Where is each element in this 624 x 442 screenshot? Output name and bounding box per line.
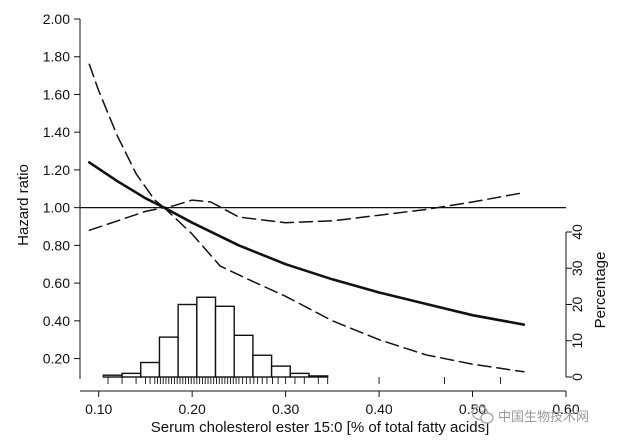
y-tick-label: 2.00 [43, 11, 70, 27]
y-tick-label: 0.60 [43, 275, 70, 291]
histogram-bar [270, 365, 291, 378]
histogram-bar [158, 336, 179, 378]
watermark-text: 中国生物技术网 [498, 410, 589, 425]
y-tick-label: 1.80 [43, 49, 70, 65]
y2-tick-label: 0 [569, 373, 585, 381]
histogram-bar [308, 375, 329, 378]
y-tick-label: 1.40 [43, 124, 70, 140]
histogram-bar [233, 334, 254, 378]
y2-tick-label: 20 [569, 297, 585, 313]
y2-tick-label: 10 [569, 333, 585, 349]
histogram-bar [177, 303, 198, 378]
series-group [88, 63, 526, 373]
y2-tick-label: 30 [569, 260, 585, 276]
series-line-lower-ci [88, 206, 525, 373]
axes [79, 19, 567, 392]
y-tick-label: 0.80 [43, 237, 70, 253]
y-axis-title: Hazard ratio [15, 164, 32, 246]
histogram [102, 296, 329, 378]
histogram-bar [102, 374, 123, 378]
x-tick-label: 0.10 [85, 401, 112, 417]
histogram-bar [289, 372, 310, 378]
y2-tick-label: 40 [569, 224, 585, 240]
y-tick-label: 1.00 [43, 200, 70, 216]
histogram-bar [252, 354, 273, 378]
y-tick-label: 0.40 [43, 313, 70, 329]
watermark: 中国生物技术网 [471, 405, 589, 425]
y-tick-label: 0.20 [43, 351, 70, 367]
x-tick-label: 0.30 [272, 401, 299, 417]
x-tick-label: 0.60 [552, 401, 579, 417]
histogram-bar [196, 296, 217, 378]
series-line-hazard-ratio [88, 161, 526, 326]
wechat-icon [471, 405, 494, 424]
rug-plot [107, 377, 502, 384]
series-line-upper-ci [88, 63, 525, 224]
x-tick-label: 0.40 [365, 401, 392, 417]
x-tick-label: 0.50 [459, 401, 486, 417]
histogram-bar [121, 372, 142, 378]
histogram-bar [140, 361, 161, 378]
y-tick-label: 1.60 [43, 86, 70, 102]
histogram-bar [214, 305, 235, 378]
ticks: 0.20 0.40 0.60 0.80 1.00 1.20 1.40 1.60 1.80 2.00… [43, 11, 585, 417]
x-tick-label: 0.20 [179, 401, 206, 417]
y2-axis-title: Percentage [592, 252, 609, 329]
x-axis-title: Serum cholesterol ester 15:0 [% of total… [151, 419, 490, 436]
y-tick-label: 1.20 [43, 162, 70, 178]
